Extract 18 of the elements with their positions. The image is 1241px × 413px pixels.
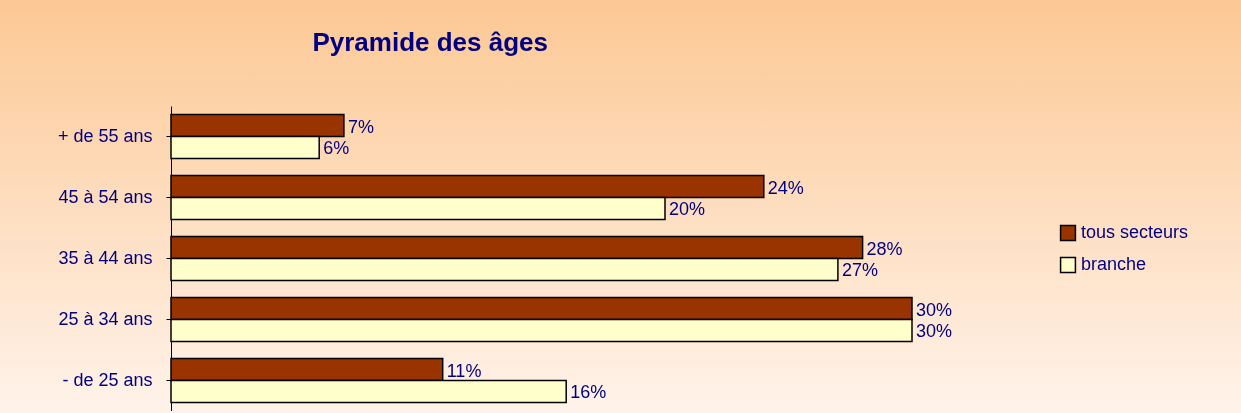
y-tick-label: - de 25 ans [62, 369, 153, 390]
data-label: 6% [323, 138, 350, 159]
data-label: 30% [916, 299, 953, 320]
legend-label: branche [1081, 254, 1147, 274]
y-tick-label: 25 à 34 ans [58, 308, 153, 329]
data-label: 30% [916, 321, 953, 342]
y-tick-label: 35 à 44 ans [58, 247, 153, 268]
y-tick-label: 45 à 54 ans [58, 186, 153, 207]
data-label: 11% [446, 360, 482, 381]
legend-label: tous secteurs [1081, 222, 1189, 242]
data-label: 28% [866, 238, 903, 259]
data-label: 20% [669, 199, 706, 220]
data-label: 7% [347, 116, 374, 137]
data-label: 24% [767, 177, 804, 198]
chart-title: Pyramide des âges [312, 27, 548, 57]
y-tick-label: + de 55 ans [57, 125, 153, 146]
data-label: 16% [570, 382, 607, 403]
data-label: 27% [841, 260, 878, 281]
